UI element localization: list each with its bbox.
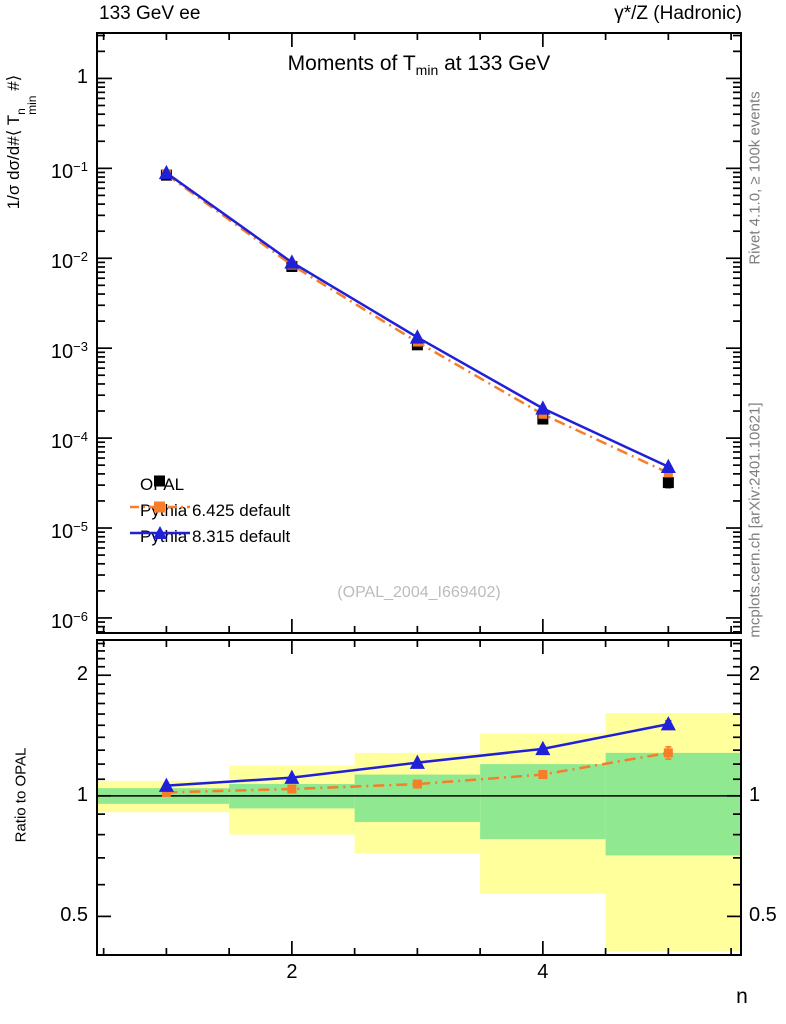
main-ytick-label: 1 (76, 66, 88, 89)
main-ytick-label: 10−1 (50, 159, 88, 184)
main-ytick-label: 10−6 (50, 608, 88, 633)
main-ytick-label: 10−2 (50, 249, 88, 274)
process-label: γ*/Z (Hadronic) (614, 3, 742, 24)
legend-item-pythia8: Pythia 8.315 default (128, 524, 290, 550)
xtick-label: 4 (537, 961, 549, 983)
main-ytick-label: 10−3 (50, 339, 88, 364)
legend-item-pythia6: Pythia 6.425 default (128, 498, 290, 524)
beam-info-label: 133 GeV ee (99, 3, 201, 24)
legend-item-opal: OPAL (128, 472, 184, 498)
analysis-id-watermark: (OPAL_2004_I669402) (337, 584, 501, 601)
main-ytick-label: 10−4 (50, 429, 88, 454)
ratio-ytick-label-right: 2 (749, 663, 761, 686)
plot-title: Moments of Tmin at 133 GeV (287, 52, 551, 78)
x-axis-title: n (736, 985, 748, 1008)
ratio-ytick-label-left: 2 (76, 663, 88, 686)
pythia6-line-icon (130, 501, 190, 513)
mcplots-reference-note: mcplots.cern.ch [arXiv:2401.10621] (746, 402, 764, 638)
rivet-version-note: Rivet 4.1.0, ≥ 100k events (746, 91, 764, 265)
ratio-ytick-label-left: 0.5 (60, 904, 88, 927)
ratio-ytick-label-right: 0.5 (749, 904, 777, 927)
pythia8-line-icon (130, 526, 190, 539)
xtick-label: 2 (286, 961, 298, 983)
ratio-ytick-label-right: 1 (749, 783, 761, 806)
main-ytick-label: 10−5 (50, 519, 88, 544)
ratio-ytick-label-left: 1 (76, 783, 88, 806)
opal-marker-icon (154, 475, 165, 487)
